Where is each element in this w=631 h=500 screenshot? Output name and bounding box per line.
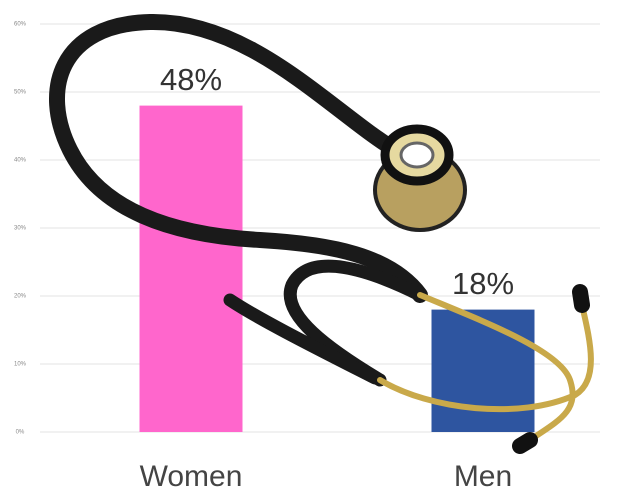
- y-tick-label: 50%: [14, 90, 27, 96]
- y-tick-label: 10%: [14, 362, 27, 368]
- bar: [431, 309, 535, 432]
- stethoscope-decoration: [49, 13, 594, 454]
- y-tick-label: 0%: [16, 430, 25, 436]
- y-tick-label: 30%: [14, 226, 27, 232]
- value-label: 18%: [452, 266, 514, 301]
- y-tick-label: 60%: [14, 22, 27, 28]
- bar: [139, 105, 243, 432]
- y-tick-label: 20%: [14, 294, 27, 300]
- value-label: 48%: [160, 62, 222, 97]
- x-tick-label: Women: [140, 460, 243, 493]
- plot-area: 0% 10% 20% 30% 40% 50% 60%: [14, 22, 600, 436]
- x-tick-label: Men: [454, 460, 512, 493]
- y-tick-label: 40%: [14, 158, 27, 164]
